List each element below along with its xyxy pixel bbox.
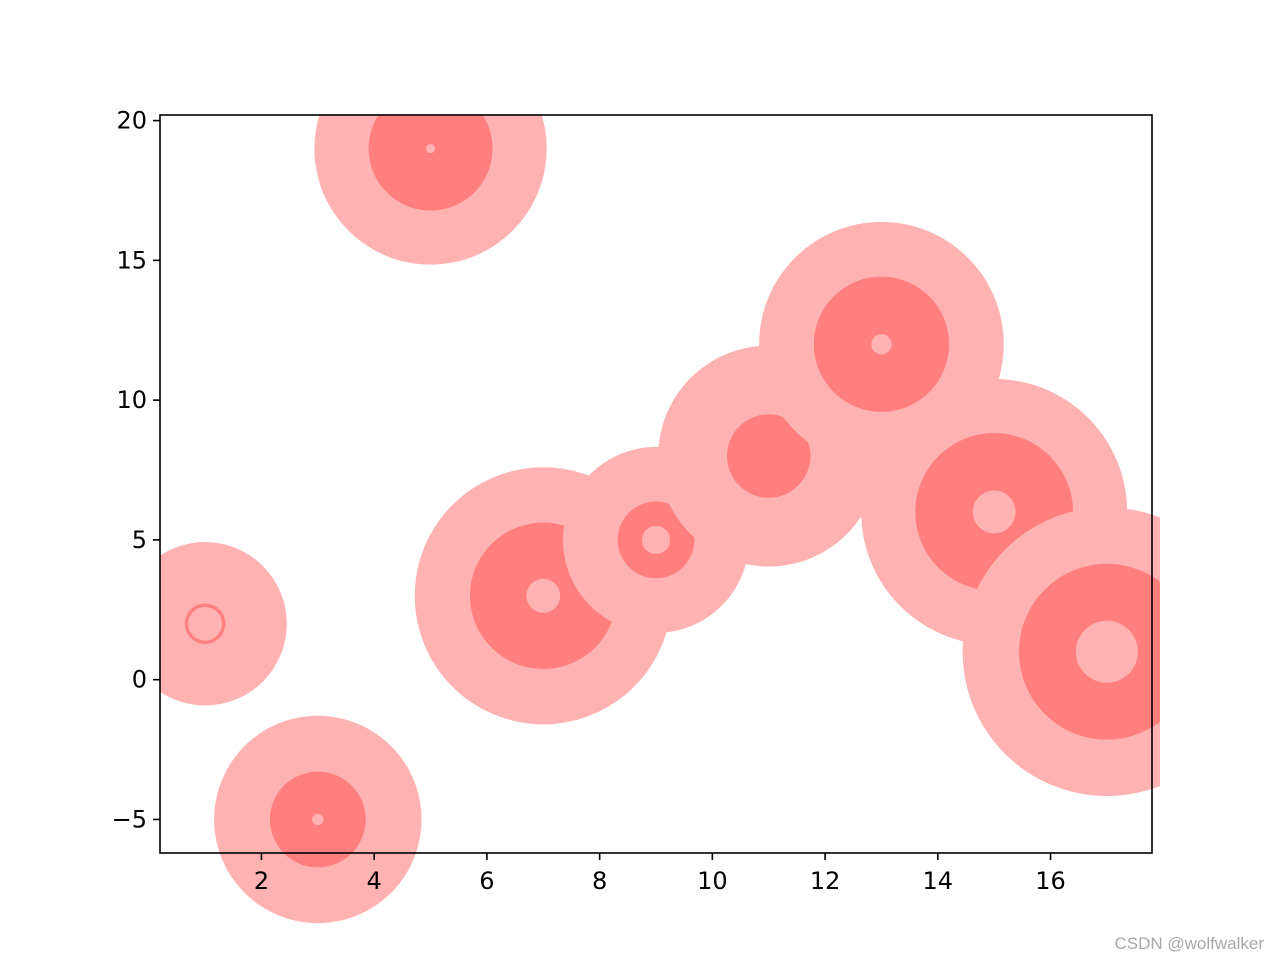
- bubble-layer: [160, 115, 1160, 924]
- y-tick-label: 20: [116, 107, 147, 135]
- inner-bubble: [641, 525, 671, 555]
- plot-frame: [159, 114, 1153, 854]
- y-tick-label: 10: [116, 386, 147, 414]
- middle-bubble: [368, 115, 493, 211]
- x-tick-label: 4: [367, 867, 382, 895]
- inner-bubble: [312, 813, 324, 826]
- x-tick-label: 12: [810, 867, 841, 895]
- x-axis: 2 4 6 8 10 12 14 16: [254, 853, 1066, 895]
- inner-bubble: [426, 144, 436, 154]
- y-tick-label: 5: [132, 526, 147, 554]
- middle-bubble: [727, 414, 811, 498]
- x-tick-label: 14: [923, 867, 954, 895]
- y-axis: −5 0 5 10 15 20: [112, 107, 160, 833]
- data-point-9: [962, 507, 1160, 796]
- y-tick-label: 15: [116, 246, 147, 274]
- data-point-2: [214, 715, 422, 924]
- inner-bubble: [1075, 620, 1138, 683]
- x-tick-label: 6: [479, 867, 494, 895]
- inner-bubble: [871, 334, 892, 355]
- data-point-1: [160, 542, 287, 706]
- x-tick-label: 16: [1035, 867, 1066, 895]
- data-point-3: [314, 115, 547, 265]
- y-tick-label: −5: [112, 805, 147, 833]
- watermark: CSDN @wolfwalker: [1114, 934, 1264, 953]
- inner-bubble: [188, 606, 222, 641]
- inner-bubble: [526, 578, 561, 613]
- inner-bubble: [972, 490, 1016, 534]
- x-tick-label: 10: [697, 867, 728, 895]
- x-tick-label: 2: [254, 867, 269, 895]
- y-tick-label: 0: [132, 666, 147, 694]
- x-tick-label: 8: [592, 867, 607, 895]
